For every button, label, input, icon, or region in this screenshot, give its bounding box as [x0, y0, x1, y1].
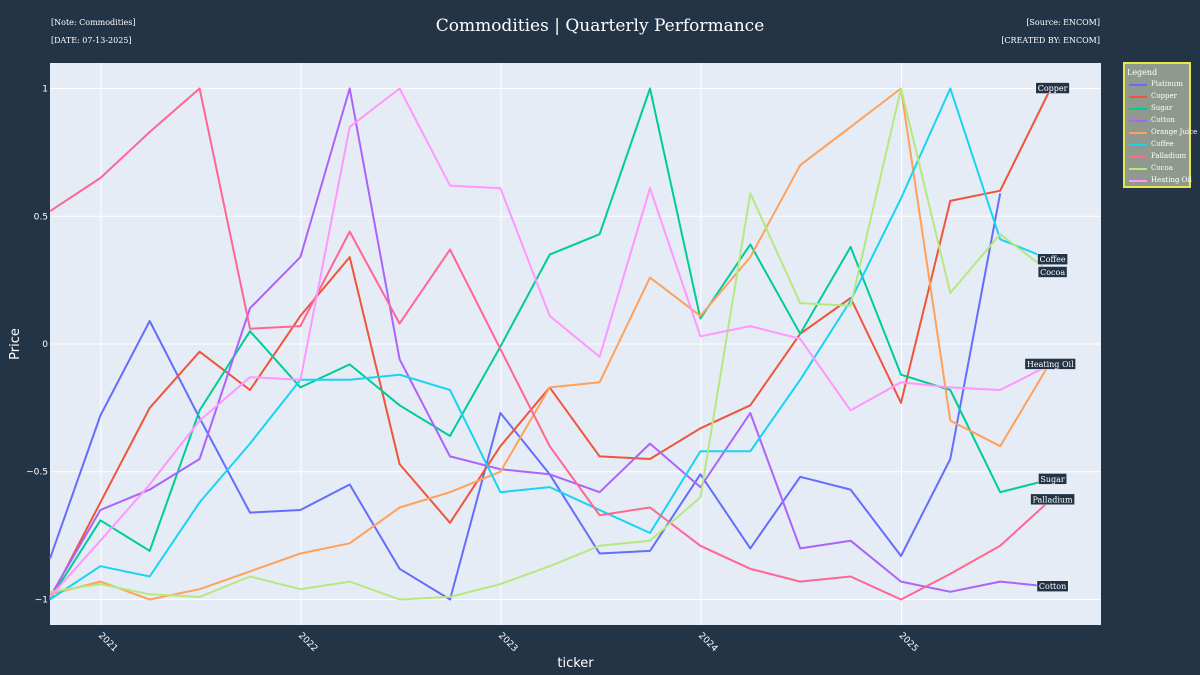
- legend-swatch: [1129, 96, 1147, 98]
- series-line-heating-oil: [49, 87, 1052, 598]
- series-line-coffee: [49, 87, 1051, 601]
- legend-swatch: [1129, 120, 1147, 122]
- legend-swatch: [1129, 132, 1147, 134]
- y-axis-label: Price: [8, 328, 23, 360]
- legend-label: Cotton: [1151, 116, 1175, 124]
- series-line-orange-juice: [49, 87, 1052, 601]
- legend-swatch: [1129, 84, 1147, 86]
- chart-source: [Source: ENCOM]: [1026, 18, 1100, 27]
- legend-item[interactable]: Heating Oil: [1127, 176, 1192, 187]
- annotation-label: Heating Oil: [1027, 360, 1074, 369]
- y-tick-label: 0: [42, 340, 48, 350]
- legend-item[interactable]: Palladium: [1127, 152, 1191, 163]
- legend-label: Sugar: [1151, 104, 1173, 112]
- legend-item[interactable]: Cocoa: [1127, 164, 1191, 175]
- chart-title: Commodities | Quarterly Performance: [435, 16, 765, 36]
- annotation-layer: Copper Coffee Cocoa Heating Oil Sugar Palladi…: [1024, 82, 1076, 592]
- annotation-label: Copper: [1038, 84, 1068, 93]
- legend-item[interactable]: Copper: [1127, 92, 1191, 103]
- legend-swatch: [1129, 108, 1147, 110]
- legend-item[interactable]: Orange Juice: [1127, 128, 1197, 139]
- chart-creator: [CREATED BY: ENCOM]: [1001, 36, 1100, 45]
- x-tick-label: 2021: [96, 631, 119, 654]
- series-line-cocoa: [49, 87, 1052, 601]
- annotation-box: [1024, 358, 1076, 370]
- legend-label: Palladium: [1151, 152, 1187, 160]
- annotation-box: [1038, 473, 1068, 485]
- legend: Legend Platinum Copper Sugar Cotton Orange J…: [1123, 62, 1197, 188]
- series-layer: [49, 87, 1052, 601]
- legend-label: Copper: [1151, 92, 1178, 100]
- annotation-box: [1037, 266, 1068, 278]
- annotation-box: [1030, 493, 1075, 506]
- chart-date: [DATE: 07-13-2025]: [51, 36, 132, 45]
- annotation-label: Coffee: [1040, 255, 1066, 264]
- x-tick-label: 2024: [696, 631, 719, 654]
- series-line-palladium: [49, 87, 1052, 601]
- legend-item[interactable]: Coffee: [1127, 140, 1191, 151]
- chart-note: [Note: Commodities]: [51, 18, 136, 27]
- series-line-sugar: [49, 87, 1051, 601]
- annotation-box: [1036, 580, 1069, 592]
- annotation-label: Palladium: [1033, 495, 1074, 504]
- annotation-label: Sugar: [1040, 475, 1065, 484]
- legend-item[interactable]: Cotton: [1127, 116, 1191, 127]
- annotation-box: [1035, 82, 1070, 94]
- legend-label: Platinum: [1151, 80, 1183, 88]
- legend-label: Coffee: [1151, 140, 1174, 148]
- annotation-label: Cocoa: [1040, 268, 1065, 277]
- legend-title: Legend: [1127, 68, 1158, 77]
- series-line-cotton: [49, 87, 1051, 598]
- legend-label: Heating Oil: [1151, 176, 1192, 184]
- legend-swatch: [1129, 156, 1147, 158]
- y-tick-label: 0.5: [34, 212, 48, 222]
- annotation-label: Cotton: [1039, 582, 1066, 591]
- legend-item[interactable]: Platinum: [1127, 80, 1191, 91]
- legend-swatch: [1129, 144, 1147, 146]
- annotation-box: [1037, 253, 1068, 265]
- x-tick-label: 2022: [296, 631, 319, 654]
- y-tick-label: 1: [42, 85, 48, 95]
- x-tick-label: 2025: [897, 631, 920, 654]
- legend-label: Cocoa: [1151, 164, 1173, 172]
- y-tick-label: −1: [35, 595, 48, 605]
- x-axis-label: ticker: [557, 656, 594, 671]
- legend-swatch: [1129, 180, 1147, 182]
- legend-label: Orange Juice: [1151, 128, 1198, 136]
- x-tick-label: 2023: [496, 631, 519, 654]
- y-tick-label: −0.5: [26, 468, 48, 478]
- legend-item[interactable]: Sugar: [1127, 104, 1191, 115]
- legend-swatch: [1129, 168, 1147, 170]
